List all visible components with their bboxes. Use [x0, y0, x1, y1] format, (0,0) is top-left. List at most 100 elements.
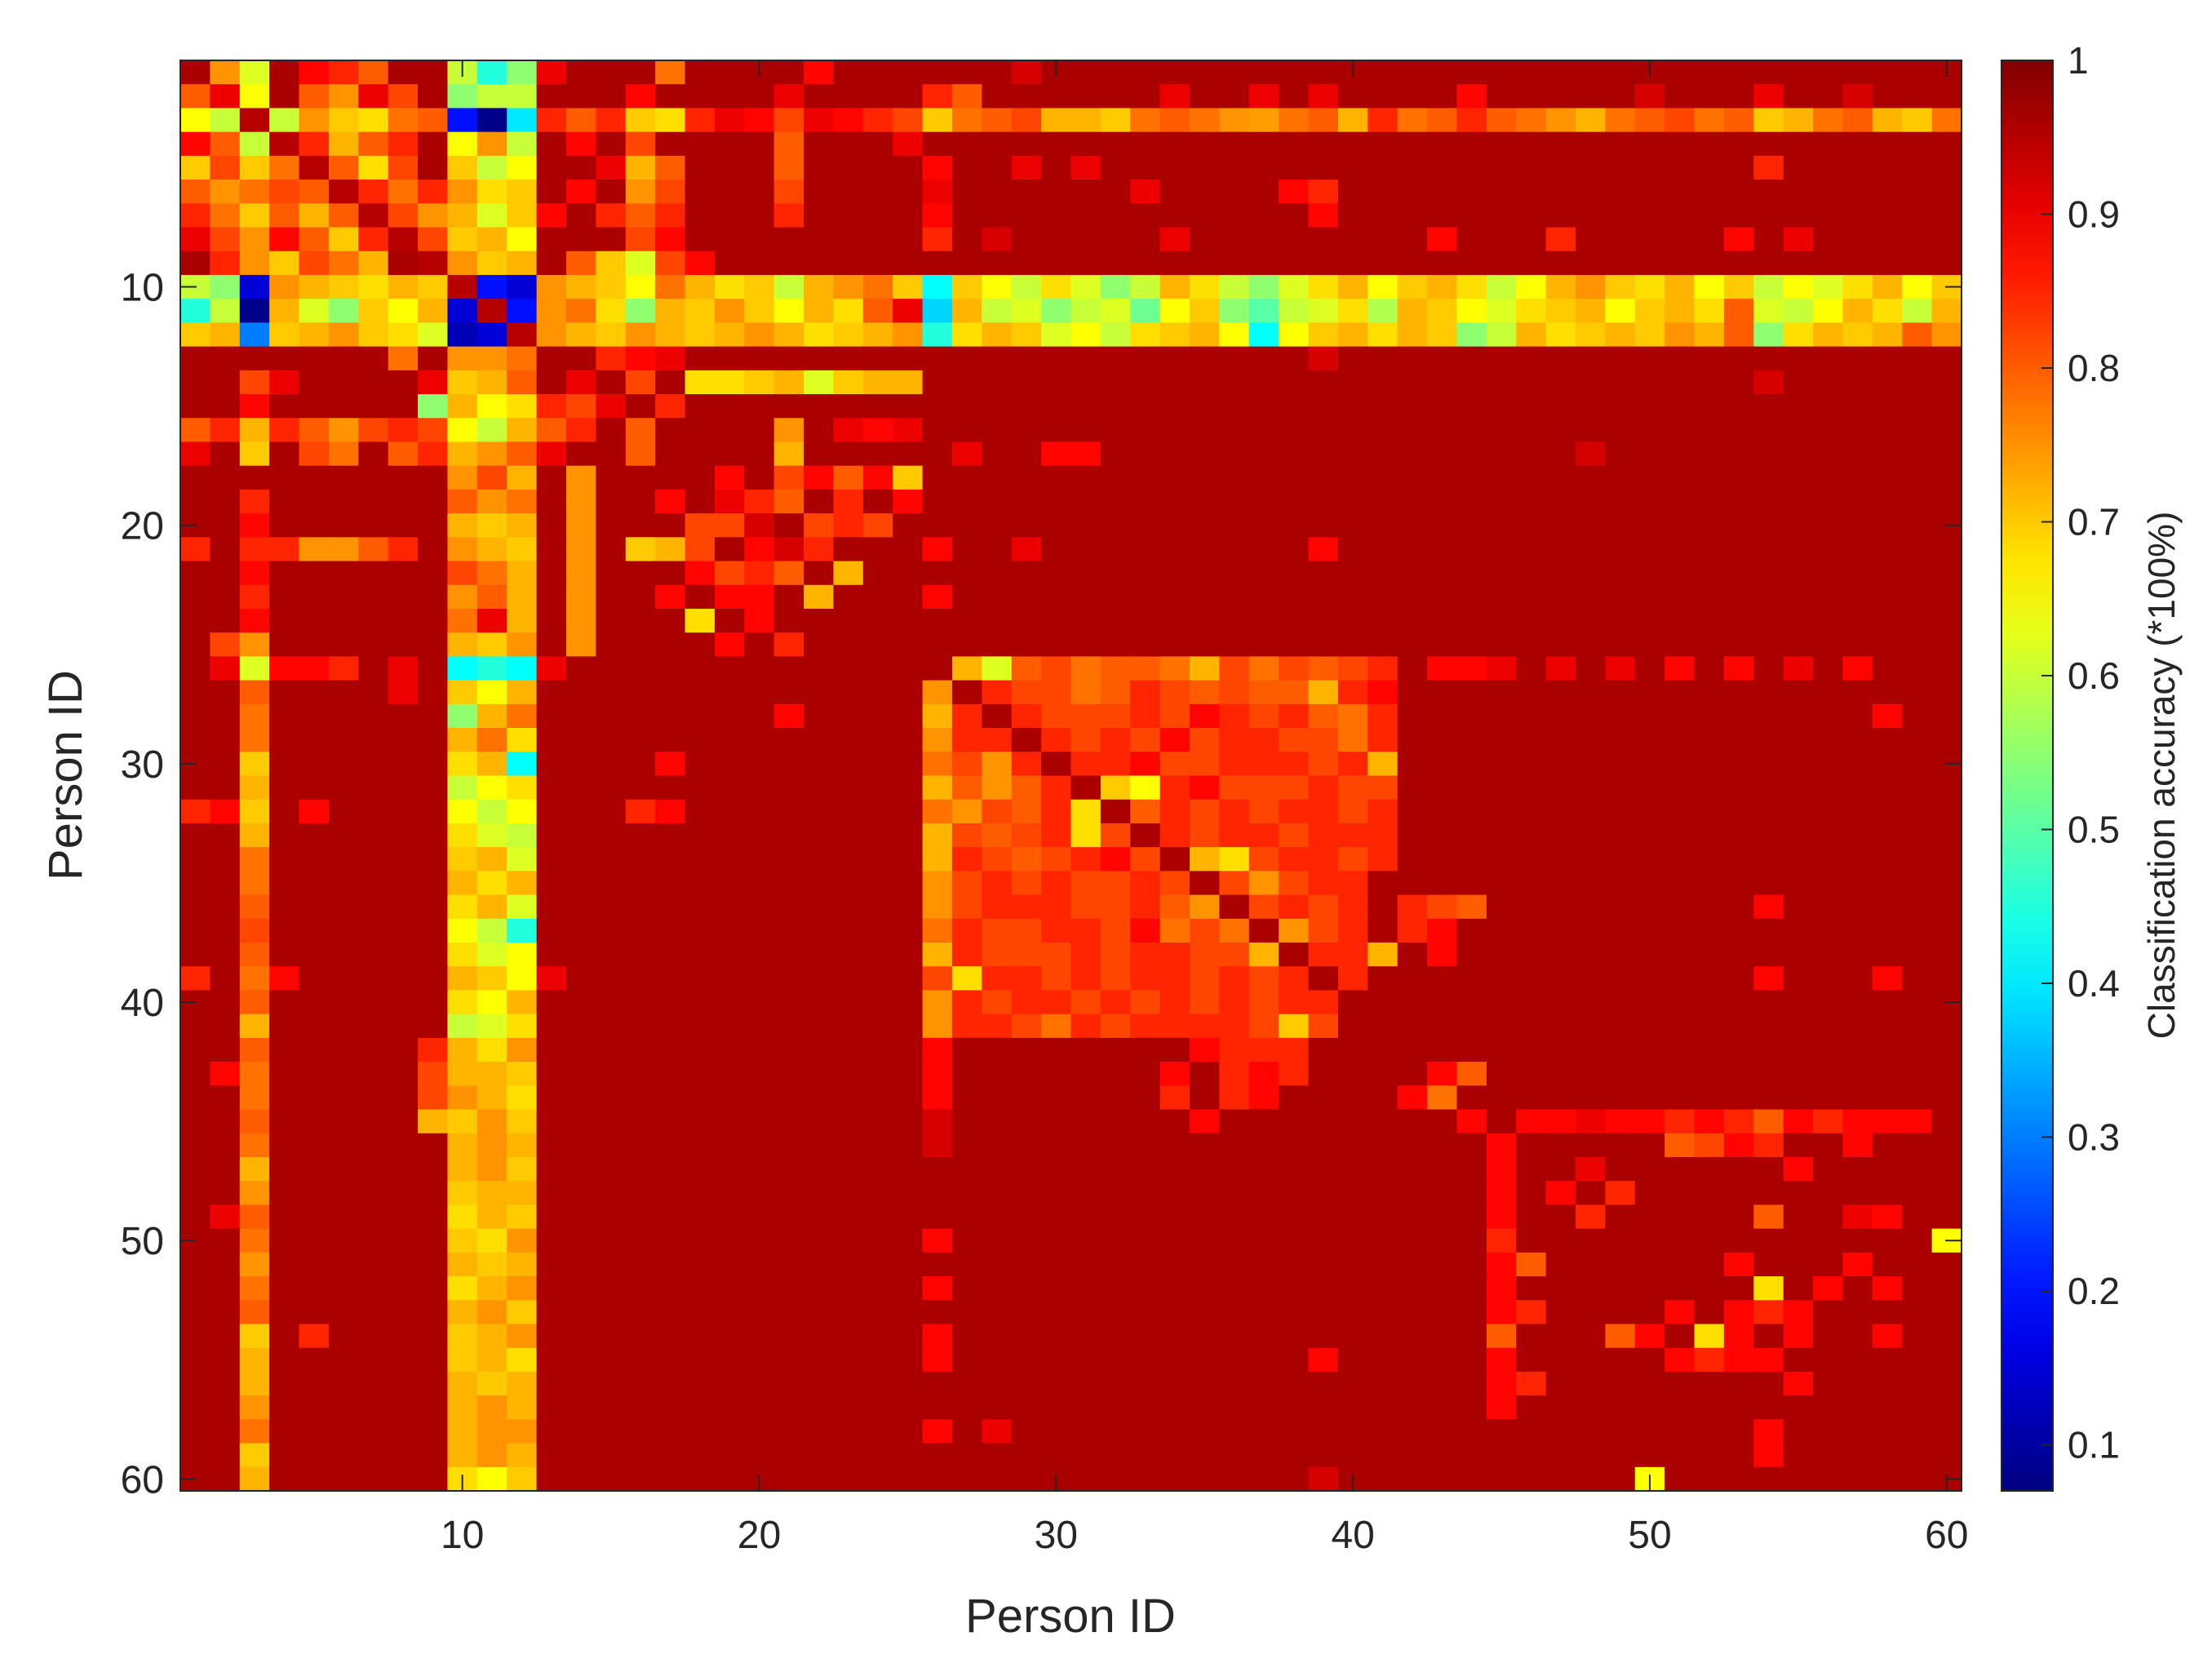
heatmap-cell [685, 680, 716, 705]
heatmap-cell [1071, 703, 1102, 729]
heatmap-cell [1011, 1276, 1042, 1301]
heatmap-cell [1190, 584, 1221, 610]
heatmap-cell [388, 1276, 419, 1301]
heatmap-cell [596, 1109, 627, 1134]
heatmap-cell [358, 823, 389, 848]
heatmap-cell [565, 1133, 596, 1158]
heatmap-cell [774, 489, 805, 514]
heatmap-cell [1337, 728, 1368, 752]
heatmap-cell [1902, 251, 1933, 276]
heatmap-cell [1427, 1252, 1458, 1277]
heatmap-cell [714, 537, 745, 562]
heatmap-cell [1723, 394, 1754, 419]
heatmap-cell [388, 1181, 419, 1205]
heatmap-cell [1723, 584, 1754, 610]
heatmap-cell [596, 752, 627, 777]
heatmap-cell [1665, 728, 1696, 752]
heatmap-cell [1486, 656, 1517, 681]
heatmap-cell [685, 799, 716, 824]
heatmap-cell [714, 1133, 745, 1158]
heatmap-cell [625, 703, 656, 729]
heatmap-cell [1427, 918, 1458, 943]
heatmap-cell [655, 418, 686, 443]
heatmap-cell [596, 1228, 627, 1253]
heatmap-cell [1368, 441, 1399, 467]
heatmap-cell [1159, 799, 1190, 824]
x-tick-label: 20 [738, 1514, 781, 1557]
heatmap-cell [328, 322, 359, 348]
heatmap-cell [833, 1181, 864, 1205]
heatmap-cell [565, 943, 596, 967]
heatmap-cell [982, 537, 1013, 562]
heatmap-cell [1813, 131, 1844, 157]
heatmap-cell [1011, 60, 1042, 85]
heatmap-cell [358, 847, 389, 872]
heatmap-cell [1159, 251, 1190, 276]
heatmap-cell [447, 1419, 478, 1444]
heatmap-cell [507, 537, 538, 562]
heatmap-cell [655, 799, 686, 824]
heatmap-cell [1665, 775, 1696, 801]
heatmap-cell [714, 1419, 745, 1444]
heatmap-cell [1723, 60, 1754, 85]
heatmap-cell [1041, 823, 1072, 848]
heatmap-cell [1159, 1228, 1190, 1253]
heatmap-cell [1783, 346, 1814, 371]
heatmap-cell [1486, 1037, 1517, 1062]
heatmap-cell [1576, 894, 1606, 920]
heatmap-cell [536, 1181, 567, 1205]
heatmap-cell [328, 561, 359, 586]
heatmap-cell [1605, 1156, 1636, 1182]
heatmap-cell [655, 1443, 686, 1468]
heatmap-cell [804, 799, 835, 824]
heatmap-cell [1723, 370, 1754, 395]
heatmap-cell [714, 943, 745, 967]
heatmap-cell [893, 894, 924, 920]
heatmap-cell [269, 847, 300, 872]
heatmap-cell [1130, 441, 1161, 467]
heatmap-cell [714, 1443, 745, 1468]
heatmap-cell [1219, 1062, 1250, 1086]
heatmap-cell [1694, 1395, 1725, 1420]
heatmap-cell [418, 632, 449, 658]
heatmap-cell [1634, 1324, 1665, 1349]
heatmap-cell [1130, 1014, 1161, 1039]
heatmap-cell [447, 537, 478, 562]
heatmap-cell [1159, 227, 1190, 252]
heatmap-cell [536, 418, 567, 443]
heatmap-cell [210, 441, 241, 467]
heatmap-cell [1308, 1014, 1339, 1039]
heatmap-cell [507, 346, 538, 371]
heatmap-cell [1071, 728, 1102, 752]
heatmap-cell [358, 1014, 389, 1039]
heatmap-cell [1723, 1371, 1754, 1396]
heatmap-cell [1397, 1156, 1428, 1182]
heatmap-cell [565, 1300, 596, 1325]
heatmap-cell [1397, 299, 1428, 323]
heatmap-cell [1011, 489, 1042, 514]
heatmap-cell [1665, 203, 1696, 228]
heatmap-cell [1130, 1324, 1161, 1349]
heatmap-cell [685, 1062, 716, 1086]
heatmap-cell [1279, 1300, 1310, 1325]
heatmap-cell [1872, 1133, 1903, 1158]
heatmap-cell [922, 203, 953, 228]
heatmap-cell [536, 1228, 567, 1253]
heatmap-cell [447, 203, 478, 228]
heatmap-cell [833, 180, 864, 204]
heatmap-cell [1665, 1062, 1696, 1086]
heatmap-cell [1397, 394, 1428, 419]
heatmap-cell [685, 1085, 716, 1111]
heatmap-cell [1634, 370, 1665, 395]
heatmap-cell [1368, 465, 1399, 490]
heatmap-cell [1011, 894, 1042, 920]
heatmap-cell [1248, 489, 1279, 514]
heatmap-cell [418, 966, 449, 991]
heatmap-cell [269, 370, 300, 395]
heatmap-cell [862, 108, 893, 133]
heatmap-cell [269, 1085, 300, 1111]
heatmap-cell [804, 608, 835, 633]
heatmap-cell [1783, 227, 1814, 252]
heatmap-cell [1872, 346, 1903, 371]
heatmap-cell [1456, 1014, 1487, 1039]
